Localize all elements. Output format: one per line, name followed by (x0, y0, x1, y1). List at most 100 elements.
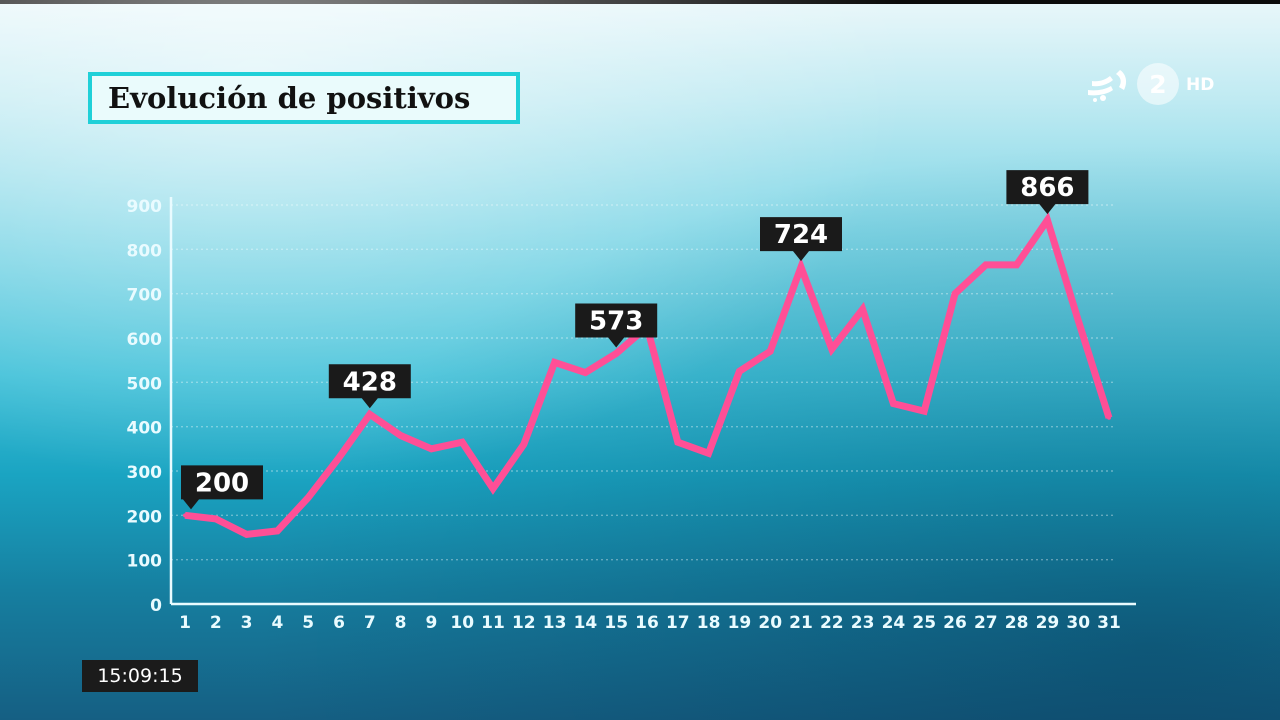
data-point (275, 528, 280, 533)
data-point (367, 412, 372, 417)
callout-label: 724 (774, 220, 828, 250)
callout: 200 (181, 465, 263, 510)
data-point (306, 495, 311, 500)
data-point (829, 347, 834, 352)
callout-box (181, 465, 263, 510)
x-tick-label: 4 (271, 613, 283, 633)
y-tick-label: 500 (127, 374, 163, 394)
callout: 866 (1006, 170, 1089, 215)
x-tick-label: 3 (241, 613, 253, 633)
x-tick-label: 8 (395, 613, 407, 633)
y-tick-label: 900 (127, 197, 163, 217)
data-point (799, 265, 803, 270)
data-point (583, 370, 588, 375)
callout-label: 200 (195, 468, 249, 498)
x-tick-label: 18 (697, 613, 721, 633)
y-tick-label: 100 (127, 552, 163, 572)
x-tick-label: 16 (635, 613, 659, 633)
data-point (1014, 262, 1019, 267)
chart-title: Evolución de positivos (92, 76, 516, 120)
data-point (737, 369, 742, 374)
x-tick-label: 24 (882, 613, 906, 633)
series-line (184, 212, 1113, 538)
data-point (337, 455, 341, 460)
x-tick-label: 13 (543, 613, 567, 633)
callout-label: 573 (589, 307, 643, 337)
x-tick-label: 9 (425, 613, 437, 633)
data-point (183, 513, 187, 518)
broadcast-clock: 15:09:15 (82, 660, 198, 692)
y-tick-label: 0 (150, 596, 162, 616)
x-tick-label: 20 (758, 613, 782, 633)
eitb-swoosh-icon (1088, 70, 1127, 102)
data-point (429, 446, 434, 451)
series-layer (183, 212, 1113, 538)
data-point (491, 486, 495, 491)
x-tick-label: 19 (728, 613, 752, 633)
data-point (706, 451, 711, 456)
callout-box (575, 303, 658, 348)
hd-label: HD (1186, 75, 1214, 95)
callout-layer: 200 428 573 724 866 (181, 170, 1089, 510)
x-tick-label: 14 (574, 613, 598, 633)
data-point (983, 262, 988, 267)
callout-box (760, 217, 842, 262)
x-tick-label: 12 (512, 613, 536, 633)
data-point (953, 291, 957, 296)
channel-logo: 2 HD (1088, 63, 1214, 105)
data-point (891, 401, 896, 406)
data-point (1045, 218, 1050, 223)
callout: 724 (760, 217, 842, 262)
data-point (521, 442, 526, 447)
data-point (768, 349, 773, 354)
data-point (1076, 318, 1081, 323)
callout: 428 (328, 364, 411, 409)
data-point (213, 516, 218, 521)
x-tick-label: 11 (481, 613, 505, 633)
x-tick-label: 29 (1036, 613, 1060, 633)
data-point (244, 532, 249, 537)
x-tick-label: 25 (912, 613, 936, 633)
callout-box (328, 364, 411, 409)
y-tick-label: 300 (127, 463, 163, 483)
channel-number: 2 (1149, 70, 1166, 99)
channel-number-badge (1137, 63, 1179, 105)
data-point (675, 440, 680, 445)
grid-layer (171, 204, 1116, 561)
y-tick-label: 800 (127, 241, 163, 261)
y-tick-label: 400 (127, 419, 163, 439)
x-tick-label: 23 (851, 613, 875, 633)
data-point (398, 433, 403, 438)
x-tick-label: 7 (364, 613, 376, 633)
data-point (552, 360, 557, 365)
x-tick-label: 2 (210, 613, 222, 633)
x-tick-label: 6 (333, 613, 345, 633)
x-tick-label: 15 (604, 613, 628, 633)
x-tick-label: 10 (450, 613, 474, 633)
callout: 573 (575, 303, 658, 348)
x-tick-label: 26 (943, 613, 967, 633)
y-tick-label: 700 (127, 286, 163, 306)
y-tick-label: 600 (127, 330, 163, 350)
data-point (922, 409, 927, 414)
y-tick-label: 200 (127, 507, 163, 527)
data-point (1107, 415, 1111, 420)
x-tick-label: 22 (820, 613, 844, 633)
x-tick-label: 17 (666, 613, 690, 633)
callout-label: 866 (1020, 173, 1074, 203)
x-tick-label: 5 (302, 613, 314, 633)
callout-label: 428 (343, 367, 397, 397)
callout-box (1006, 170, 1089, 215)
data-point (614, 351, 619, 356)
x-tick-label: 31 (1097, 613, 1121, 633)
data-point (460, 440, 465, 445)
data-point (860, 307, 865, 312)
x-tick-label: 30 (1066, 613, 1090, 633)
x-tick-label: 27 (974, 613, 998, 633)
title-box: Evolución de positivos (88, 72, 520, 124)
x-tick-label: 1 (179, 613, 191, 633)
x-tick-label: 28 (1005, 613, 1029, 633)
x-tick-label: 21 (789, 613, 813, 633)
